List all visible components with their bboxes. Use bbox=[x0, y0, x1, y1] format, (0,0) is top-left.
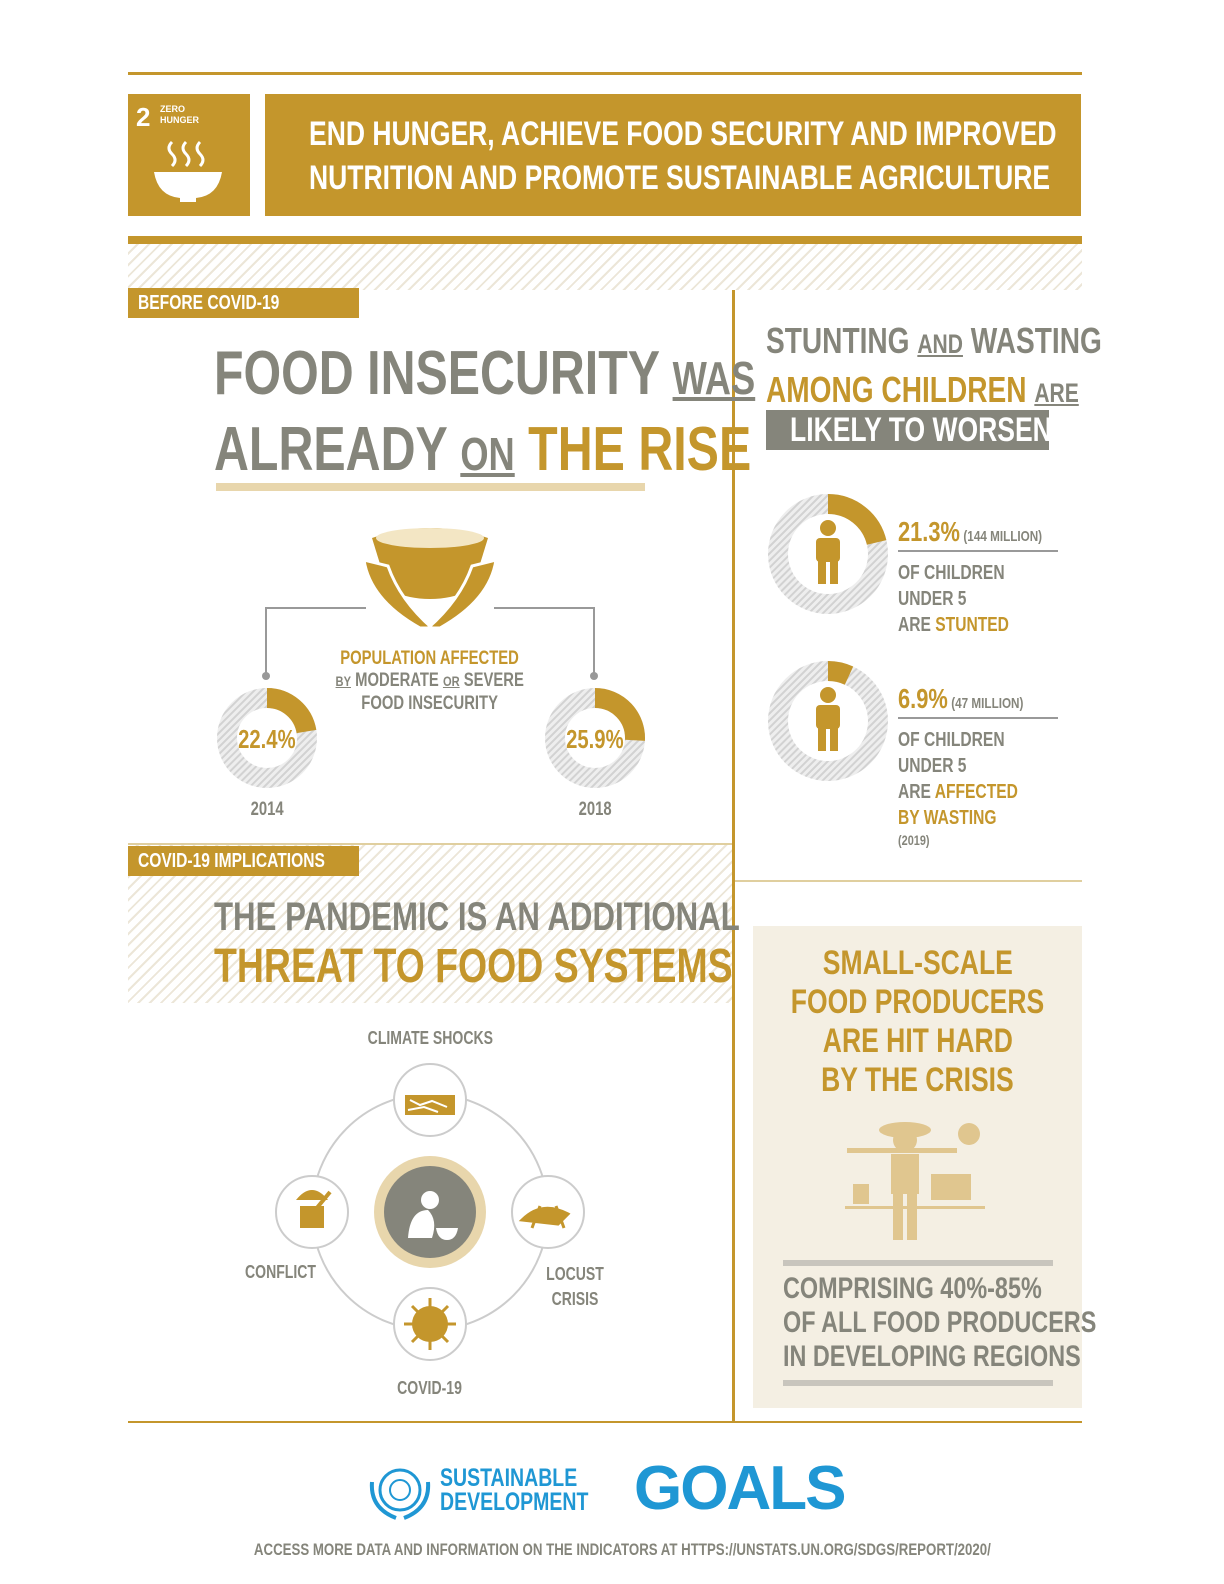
likely-worsen-banner: LIKELY TO WORSEN bbox=[766, 410, 1052, 450]
threat-conflict: CONFLICT bbox=[244, 1262, 316, 1282]
covid-tag: COVID-19 IMPLICATIONS bbox=[128, 846, 359, 876]
connector-lines bbox=[262, 607, 598, 680]
goal-name: ZERO HUNGER bbox=[160, 104, 200, 125]
stunting-heading: STUNTING AND WASTING AMONG CHILDREN ARE bbox=[766, 320, 1102, 410]
right-divider bbox=[735, 880, 1082, 882]
food-insecurity-heading: FOOD INSECURITY WAS ALREADY ON THE RISE bbox=[214, 339, 756, 484]
donut-year: 2018 bbox=[578, 799, 612, 820]
producers-panel: SMALL-SCALE FOOD PRODUCERS ARE HIT HARD BY … bbox=[753, 926, 1097, 1408]
threat-climate-shocks: CLIMATE SHOCKS bbox=[367, 1028, 493, 1048]
un-emblem-icon bbox=[369, 1468, 431, 1520]
footer-link[interactable]: ACCESS MORE DATA AND INFORMATION ON THE … bbox=[253, 1540, 991, 1559]
hatch-band bbox=[128, 244, 1082, 290]
population-caption: POPULATION AFFECTED BY MODERATE OR SEVER… bbox=[335, 648, 525, 714]
donut-chart bbox=[545, 688, 645, 788]
wasting-stat: 6.9% (47 MILLION) OF CHILDREN UNDER 5 ARE … bbox=[898, 683, 1058, 849]
donut-chart bbox=[768, 661, 888, 781]
goal-title: END HUNGER, ACHIEVE FOOD SECURITY AND IM… bbox=[265, 94, 1081, 216]
vertical-divider bbox=[732, 290, 735, 1422]
donut-year: 2014 bbox=[250, 799, 284, 820]
hands-bowl-icon bbox=[362, 528, 498, 630]
covid-heading: THE PANDEMIC IS AN ADDITIONAL THREAT TO … bbox=[214, 895, 740, 993]
comprise-rule-bottom bbox=[783, 1380, 1053, 1386]
donut-value-arc bbox=[594, 688, 645, 741]
donut-chart bbox=[217, 688, 317, 788]
goal-number: 2 bbox=[136, 102, 151, 132]
producers-share: COMPRISING 40%-85% OF ALL FOOD PRODUCERS I… bbox=[783, 1272, 1097, 1373]
donut-value-arc bbox=[266, 688, 317, 734]
child-icon bbox=[816, 687, 840, 751]
bottom-rule bbox=[128, 1421, 1082, 1423]
donut-value-arc bbox=[827, 494, 887, 546]
donut-chart bbox=[768, 494, 888, 614]
sdg-logo-text: SUSTAINABLE DEVELOPMENT bbox=[440, 1464, 589, 1516]
sdg-logo-goals: GOALS bbox=[634, 1454, 846, 1523]
sdg2-badge: 2 ZERO HUNGER bbox=[128, 94, 250, 216]
before-covid-tag: BEFORE COVID-19 bbox=[128, 288, 359, 318]
stunted-donut bbox=[766, 492, 890, 621]
donut-2018: 25.9% 2018 bbox=[540, 686, 650, 821]
stunted-stat: 21.3% (144 MILLION) OF CHILDREN UNDER 5 AR… bbox=[898, 516, 1058, 638]
donut-label: 22.4% bbox=[238, 724, 296, 754]
soup-bowl-icon bbox=[154, 140, 222, 202]
section-rule bbox=[128, 236, 1082, 244]
farmer-icon bbox=[845, 1122, 985, 1240]
heading-underline bbox=[216, 483, 645, 491]
top-rule bbox=[128, 72, 1082, 75]
donut-label: 25.9% bbox=[566, 724, 624, 754]
left-divider bbox=[128, 843, 732, 845]
threat-locust-crisis: LOCUST CRISIS bbox=[546, 1264, 604, 1309]
threat-covid19: COVID-19 bbox=[397, 1378, 463, 1398]
donut-2014: 22.4% 2014 bbox=[212, 686, 322, 821]
threats-diagram bbox=[275, 1063, 585, 1361]
producers-heading: SMALL-SCALE FOOD PRODUCERS ARE HIT HARD BY … bbox=[790, 944, 1045, 1099]
wasting-donut bbox=[766, 659, 890, 788]
comprise-rule-top bbox=[783, 1260, 1053, 1266]
child-icon bbox=[816, 520, 840, 584]
donut-value-arc bbox=[827, 661, 854, 685]
